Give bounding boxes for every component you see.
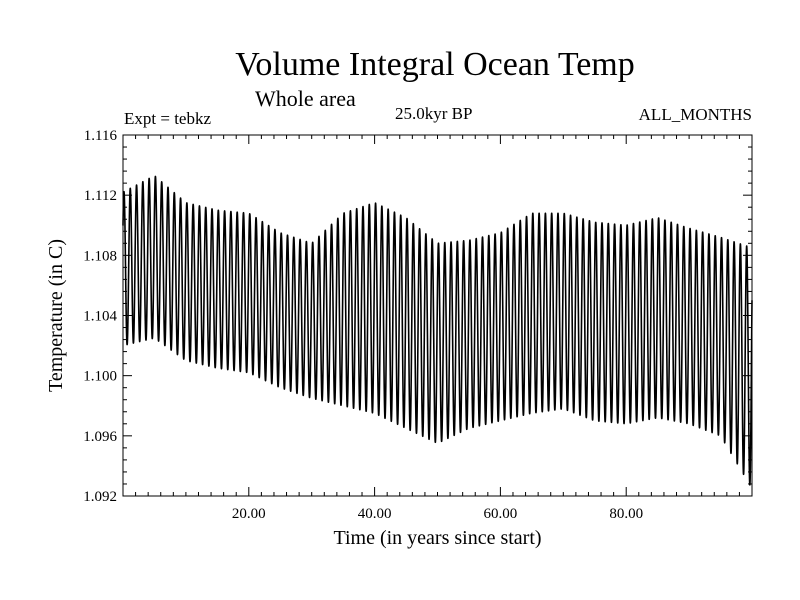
y-tick-label: 1.104 (83, 309, 117, 325)
x-tick-label: 40.00 (358, 506, 392, 522)
y-tick-label: 1.108 (83, 248, 117, 264)
y-tick-label: 1.100 (83, 369, 117, 385)
y-tick-label: 1.092 (83, 489, 117, 505)
chart-subtitle: Whole area (255, 86, 356, 111)
period-label: 25.0kyr BP (395, 104, 473, 123)
experiment-label: Expt = tebkz (124, 109, 212, 128)
y-tick-label: 1.116 (84, 128, 118, 144)
x-axis-label: Time (in years since start) (333, 527, 541, 549)
series-line (122, 175, 753, 486)
y-tick-label: 1.096 (83, 429, 117, 445)
months-label: ALL_MONTHS (638, 105, 752, 124)
x-tick-label: 60.00 (484, 506, 518, 522)
x-tick-label: 80.00 (609, 506, 643, 522)
y-tick-label: 1.112 (84, 188, 117, 204)
chart-title: Volume Integral Ocean Temp (235, 46, 635, 83)
x-tick-label: 20.00 (232, 506, 266, 522)
y-axis-label: Temperature (in C) (45, 239, 67, 392)
